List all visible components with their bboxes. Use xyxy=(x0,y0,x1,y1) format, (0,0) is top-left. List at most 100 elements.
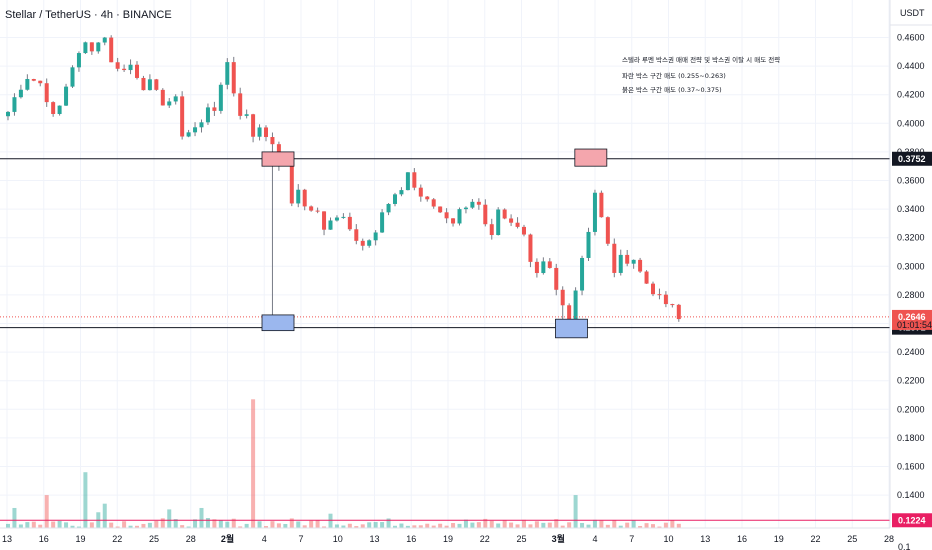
x-tick-label: 19 xyxy=(774,534,784,544)
candle-body xyxy=(360,240,365,246)
volume-bar xyxy=(651,524,655,528)
volume-bar xyxy=(663,522,668,528)
x-tick-label: 16 xyxy=(406,534,416,544)
candle-body xyxy=(618,254,623,273)
candle-body xyxy=(670,304,675,306)
time-axis-panel[interactable] xyxy=(0,528,932,550)
candle-body xyxy=(573,290,578,324)
price-axis-panel[interactable] xyxy=(890,0,932,550)
candle-body xyxy=(451,218,456,224)
y-tick-label: 0.2800 xyxy=(897,290,925,300)
volume-bar xyxy=(367,522,372,528)
volume-bar xyxy=(25,522,30,528)
y-tick-label: 0.3600 xyxy=(897,176,925,186)
volume-bar xyxy=(334,524,339,528)
candle-body xyxy=(367,240,372,246)
volume-bar xyxy=(399,523,404,528)
annotation-block[interactable]: 스텔라 루멘 박스권 매매 전략 및 박스권 이탈 시 매도 전략 파란 박스 … xyxy=(622,55,780,94)
volume-bar xyxy=(147,522,152,528)
volume-bar xyxy=(470,522,475,528)
volume-bar xyxy=(173,519,178,528)
x-tick-label: 25 xyxy=(149,534,159,544)
volume-bar xyxy=(135,525,139,528)
volume-bar xyxy=(438,523,443,528)
candle-body xyxy=(147,79,152,91)
volume-bar xyxy=(586,524,591,528)
x-tick-label: 25 xyxy=(847,534,857,544)
last-price-tag xyxy=(892,309,932,330)
x-tick-label: 16 xyxy=(39,534,49,544)
volume-bar xyxy=(270,521,275,528)
candle-body xyxy=(347,216,352,230)
volume-bar xyxy=(618,525,623,528)
zone-boxes[interactable] xyxy=(261,148,608,339)
candle-body xyxy=(76,53,81,68)
volume-bar xyxy=(373,521,378,528)
volume-bar xyxy=(302,525,307,528)
candle-body xyxy=(44,83,49,103)
volume-bar xyxy=(354,526,359,528)
candle-body xyxy=(128,64,133,71)
volume-bar xyxy=(457,523,462,528)
candle-body xyxy=(315,210,320,212)
candle-body xyxy=(592,192,597,232)
volume-bar xyxy=(186,526,191,528)
candle-body xyxy=(605,217,610,244)
candle-body xyxy=(380,212,385,233)
candle-body xyxy=(625,254,630,264)
candle-body xyxy=(180,96,185,137)
candle-body xyxy=(554,267,559,290)
chart-title: Stellar / TetherUS · 4h · BINANCE xyxy=(5,9,172,21)
y-tick-label: 0.4200 xyxy=(897,90,925,100)
candle-body xyxy=(644,271,649,284)
volume-bar xyxy=(64,522,69,528)
candle-body xyxy=(38,80,43,84)
candle-body xyxy=(470,201,475,208)
volume-bar xyxy=(244,523,249,528)
level-price-tag xyxy=(892,151,932,166)
candle-body xyxy=(231,62,236,94)
candle-body xyxy=(257,127,262,137)
candle-body xyxy=(676,304,681,320)
volume-bar xyxy=(644,523,649,528)
x-tick-label: 4 xyxy=(262,534,267,544)
volume-bar xyxy=(638,525,643,528)
volume-bar xyxy=(515,524,520,528)
volume-bar xyxy=(251,399,256,528)
volume-line-tag-label: 0.1224 xyxy=(898,515,926,525)
volume-bar xyxy=(676,523,681,528)
candle-body xyxy=(354,229,359,241)
candle-body xyxy=(612,243,617,273)
volume-bar xyxy=(38,524,43,528)
volume-bar xyxy=(12,507,17,528)
candle-body xyxy=(12,97,17,112)
x-tick-label: 19 xyxy=(75,534,85,544)
horizontal-levels[interactable] xyxy=(0,158,890,521)
candle-body xyxy=(399,190,404,195)
volume-bar xyxy=(418,525,423,528)
volume-bar xyxy=(451,523,456,528)
candle-body xyxy=(386,203,391,213)
candle-body xyxy=(515,222,520,227)
candle-body xyxy=(393,194,397,204)
volume-line-tag xyxy=(892,513,932,528)
volume-bar xyxy=(541,522,546,528)
annotation-line-3: 붉은 박스 구간 매도 (0.37~0.375) xyxy=(622,85,722,94)
candle-body xyxy=(431,199,436,207)
candle-body xyxy=(251,114,256,137)
volume-bar xyxy=(560,525,565,528)
volume-bar xyxy=(102,503,107,528)
volume-bar xyxy=(605,524,610,528)
volume-bar xyxy=(592,519,597,528)
volume-bar xyxy=(534,521,539,528)
annotation-line-2: 파란 박스 구간 매도 (0.255~0.263) xyxy=(622,71,726,80)
volume-bar xyxy=(199,507,204,528)
candle-body xyxy=(109,37,114,63)
candle-body xyxy=(586,231,591,258)
volume-bar xyxy=(231,518,236,528)
y-tick-label: 0.3400 xyxy=(897,204,925,214)
y-tick-label: 0.3200 xyxy=(897,233,925,243)
candle-body xyxy=(212,107,217,111)
candle-body xyxy=(657,294,662,296)
